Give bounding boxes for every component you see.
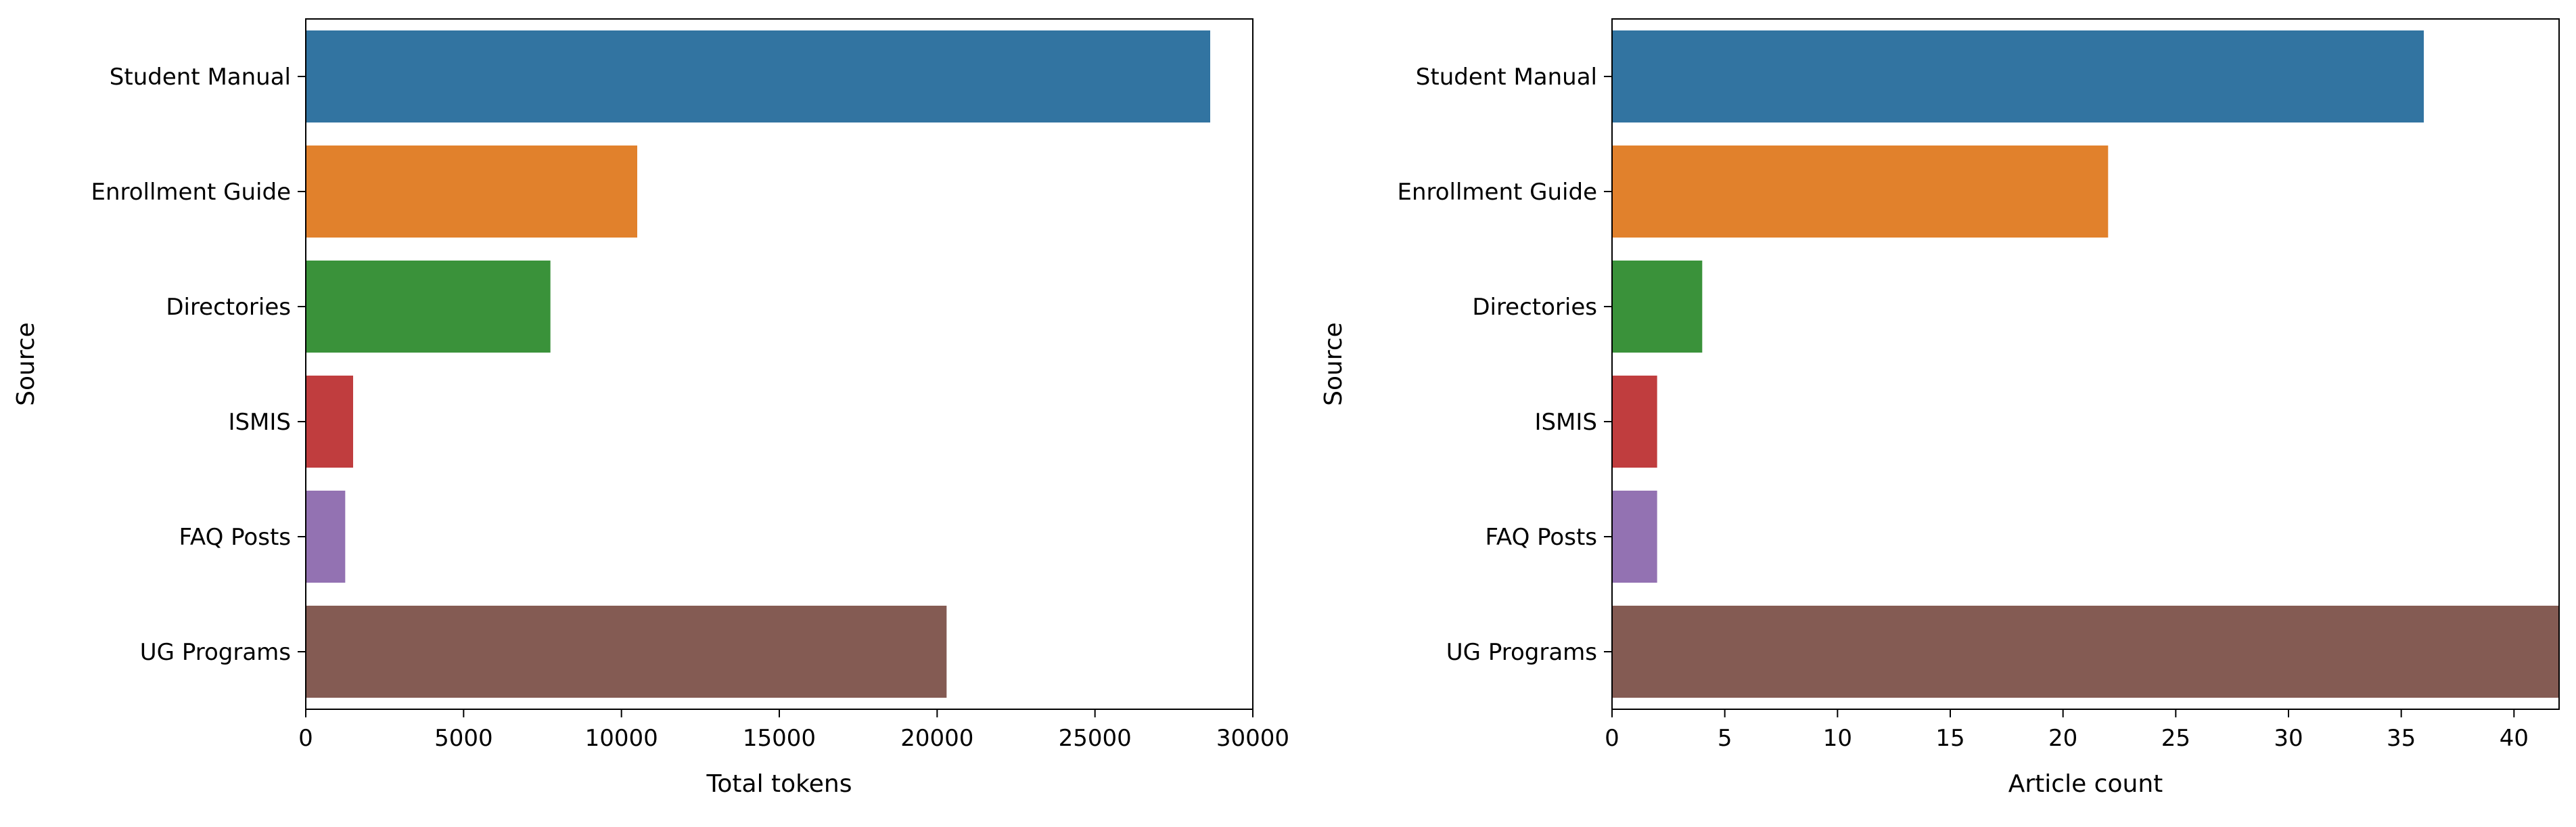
x-tick-label: 10 — [1823, 725, 1852, 752]
x-tick-label: 20 — [2048, 725, 2077, 752]
bar-student-manual — [306, 30, 1210, 122]
x-tick-label: 5 — [1718, 725, 1732, 752]
x-tick-label: 25 — [2161, 725, 2190, 752]
bar-faq-posts — [306, 491, 346, 583]
y-tick-label: Enrollment Guide — [1397, 179, 1597, 206]
bar-faq-posts — [1612, 491, 1657, 583]
y-tick-label: FAQ Posts — [179, 524, 291, 551]
bar-directories — [306, 261, 551, 353]
bar-ug-programs — [1612, 606, 2559, 698]
x-tick-label: 10000 — [585, 725, 658, 752]
bar-ug-programs — [306, 606, 947, 698]
y-tick-label: UG Programs — [1446, 639, 1597, 666]
x-tick-label: 30000 — [1216, 725, 1289, 752]
y-tick-label: ISMIS — [228, 409, 291, 436]
y-tick-label: Directories — [1472, 294, 1597, 321]
x-axis-title: Article count — [2008, 770, 2163, 798]
y-tick-label: Directories — [166, 294, 291, 321]
x-tick-label: 35 — [2387, 725, 2416, 752]
y-tick-label: Student Manual — [110, 64, 291, 91]
x-tick-label: 0 — [298, 725, 313, 752]
y-axis-title: Source — [12, 322, 40, 406]
x-tick-label: 30 — [2274, 725, 2303, 752]
y-tick-label: Enrollment Guide — [91, 179, 291, 206]
bar-ismis — [1612, 376, 1657, 468]
bar-student-manual — [1612, 30, 2424, 122]
y-tick-label: UG Programs — [140, 639, 291, 666]
plot-frame — [1611, 18, 2560, 710]
y-tick-label: FAQ Posts — [1485, 524, 1597, 551]
bar-directories — [1612, 261, 1703, 353]
bar-enrollment-guide — [306, 146, 637, 238]
bar-enrollment-guide — [1612, 146, 2109, 238]
y-tick-label: Student Manual — [1416, 64, 1597, 91]
y-tick-label: ISMIS — [1534, 409, 1597, 436]
x-tick-label: 25000 — [1059, 725, 1132, 752]
x-tick-label: 15 — [1935, 725, 1964, 752]
x-tick-label: 15000 — [743, 725, 816, 752]
bar-ismis — [306, 376, 353, 468]
x-tick-label: 5000 — [434, 725, 493, 752]
x-tick-label: 0 — [1605, 725, 1619, 752]
x-axis-title: Total tokens — [706, 770, 852, 798]
x-tick-label: 20000 — [900, 725, 973, 752]
x-tick-label: 40 — [2500, 725, 2529, 752]
y-axis-title: Source — [1320, 322, 1348, 406]
